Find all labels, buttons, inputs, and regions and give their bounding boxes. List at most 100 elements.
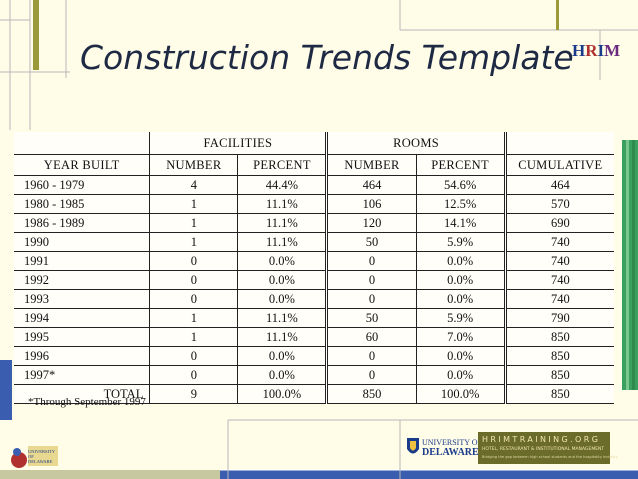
- table-cell: 100.0%: [237, 384, 329, 404]
- hrim-sub: HOTEL, RESTAURANT & INSTITUTIONAL MANAGE…: [482, 447, 605, 452]
- table-cell: 570: [505, 194, 614, 214]
- table-cell: 850: [326, 384, 417, 404]
- col-header-cumulative: CUMULATIVE: [505, 154, 614, 176]
- table-cell: 0.0%: [416, 346, 507, 366]
- table-cell: 0.0%: [416, 270, 507, 290]
- table-cell: 0.0%: [416, 365, 507, 385]
- university-line2: DELAWARE.: [422, 447, 482, 458]
- hrim-tagline: Bridging the gap between high school stu…: [482, 455, 618, 459]
- university-line1: UNIVERSITY OF: [422, 438, 482, 447]
- table-cell: 54.6%: [416, 175, 507, 195]
- table-cell: 464: [326, 175, 417, 195]
- university-small-text: UNIVERSITY OF DELAWARE: [28, 449, 55, 464]
- table-cell: 5.9%: [416, 232, 507, 252]
- table-cell: 1990: [14, 232, 151, 252]
- table-cell: 464: [505, 175, 614, 195]
- table-cell: 120: [326, 213, 417, 233]
- table-cell: 0.0%: [237, 289, 329, 309]
- table-cell: 0.0%: [237, 346, 329, 366]
- table-cell: 1992: [14, 270, 151, 290]
- blue-hen-icon: [11, 446, 58, 468]
- construction-trends-table: FACILITIES ROOMS YEAR BUILT NUMBER PERCE…: [14, 132, 614, 404]
- table-total-row: TOTAL 9 100.0% 850 100.0% 850: [14, 384, 614, 404]
- table-cell: 1: [149, 327, 239, 347]
- table-row: 1994 1 11.1% 50 5.9% 790: [14, 308, 614, 328]
- table-cell: 0.0%: [237, 251, 329, 271]
- table-cell: 1997*: [14, 365, 151, 385]
- table-cell: 11.1%: [237, 213, 329, 233]
- table-row: 1992 0 0.0% 0 0.0% 740: [14, 270, 614, 290]
- table-cell: 0: [326, 251, 417, 271]
- table-cell: 740: [505, 270, 614, 290]
- table-cell: 690: [505, 213, 614, 233]
- table-cell: 11.1%: [237, 327, 329, 347]
- table-cell: 1980 - 1985: [14, 194, 151, 214]
- table-cell: 1: [149, 308, 239, 328]
- table-cell: 44.4%: [237, 175, 329, 195]
- table-row: 1980 - 1985 1 11.1% 106 12.5% 570: [14, 194, 614, 214]
- table-cell: 0: [149, 346, 239, 366]
- table-row: 1995 1 11.1% 60 7.0% 850: [14, 327, 614, 347]
- table-cell: 11.1%: [237, 308, 329, 328]
- footer-banner: UNIVERSITY OF DELAWARE. HRIMTRAINING.ORG…: [404, 432, 618, 464]
- table-cell: 5.9%: [416, 308, 507, 328]
- table-cell: 60: [326, 327, 417, 347]
- table-cell: 850: [505, 327, 614, 347]
- hrim-logo: HRIM: [572, 41, 621, 60]
- table-cell: 1994: [14, 308, 151, 328]
- table-cell: 1995: [14, 327, 151, 347]
- table-cell: 4: [149, 175, 239, 195]
- col-header-facilities-percent: PERCENT: [237, 154, 329, 176]
- table-cell: 850: [505, 365, 614, 385]
- hrim-site: HRIMTRAINING.ORG: [482, 435, 601, 444]
- table-cell: 0: [326, 270, 417, 290]
- table-row: 1960 - 1979 4 44.4% 464 54.6% 464: [14, 175, 614, 195]
- table-cell: 0: [149, 251, 239, 271]
- table-cell: 50: [326, 308, 417, 328]
- table-cell: 740: [505, 251, 614, 271]
- table-cell: 0: [326, 346, 417, 366]
- table-cell: 106: [326, 194, 417, 214]
- table-cell: 11.1%: [237, 194, 329, 214]
- table-row: 1996 0 0.0% 0 0.0% 850: [14, 346, 614, 366]
- col-header-year-built: YEAR BUILT: [14, 154, 151, 176]
- table-cell: 0: [149, 289, 239, 309]
- table-cell: 12.5%: [416, 194, 507, 214]
- table-cell: 0: [149, 270, 239, 290]
- table-cell: 50: [326, 232, 417, 252]
- table-cell: 1960 - 1979: [14, 175, 151, 195]
- table-cell: 0.0%: [237, 270, 329, 290]
- facilities-group-header: FACILITIES: [149, 132, 329, 155]
- construction-table-image: FACILITIES ROOMS YEAR BUILT NUMBER PERCE…: [14, 132, 614, 404]
- table-row: 1993 0 0.0% 0 0.0% 740: [14, 289, 614, 309]
- rooms-group-header: ROOMS: [326, 132, 507, 155]
- table-cell: 7.0%: [416, 327, 507, 347]
- table-cell: 1: [149, 232, 239, 252]
- university-of-delaware-logo: UNIVERSITY OF DELAWARE.: [404, 432, 482, 464]
- table-cell: 1986 - 1989: [14, 213, 151, 233]
- table-cell: 1993: [14, 289, 151, 309]
- table-cell: 850: [505, 346, 614, 366]
- col-header-rooms-number: NUMBER: [326, 154, 417, 176]
- table-row: 1991 0 0.0% 0 0.0% 740: [14, 251, 614, 271]
- table-cell: 0: [326, 289, 417, 309]
- table-row: 1990 1 11.1% 50 5.9% 740: [14, 232, 614, 252]
- table-row: 1997* 0 0.0% 0 0.0% 850: [14, 365, 614, 385]
- table-cell: 850: [505, 384, 614, 404]
- col-header-rooms-percent: PERCENT: [416, 154, 507, 176]
- table-cell: 0.0%: [416, 289, 507, 309]
- table-cell: 11.1%: [237, 232, 329, 252]
- table-cell: 790: [505, 308, 614, 328]
- table-cell: 1: [149, 194, 239, 214]
- table-cell: 0.0%: [416, 251, 507, 271]
- hrim-training-badge: HRIMTRAINING.ORG HOTEL, RESTAURANT & INS…: [478, 432, 618, 464]
- table-cell: 0: [149, 365, 239, 385]
- table-cell: 0.0%: [237, 365, 329, 385]
- table-cell: 740: [505, 232, 614, 252]
- table-cell: 0: [326, 365, 417, 385]
- table-cell: 100.0%: [416, 384, 507, 404]
- table-row: 1986 - 1989 1 11.1% 120 14.1% 690: [14, 213, 614, 233]
- table-cell: 9: [149, 384, 239, 404]
- table-footnote: *Through September 1997: [28, 396, 146, 408]
